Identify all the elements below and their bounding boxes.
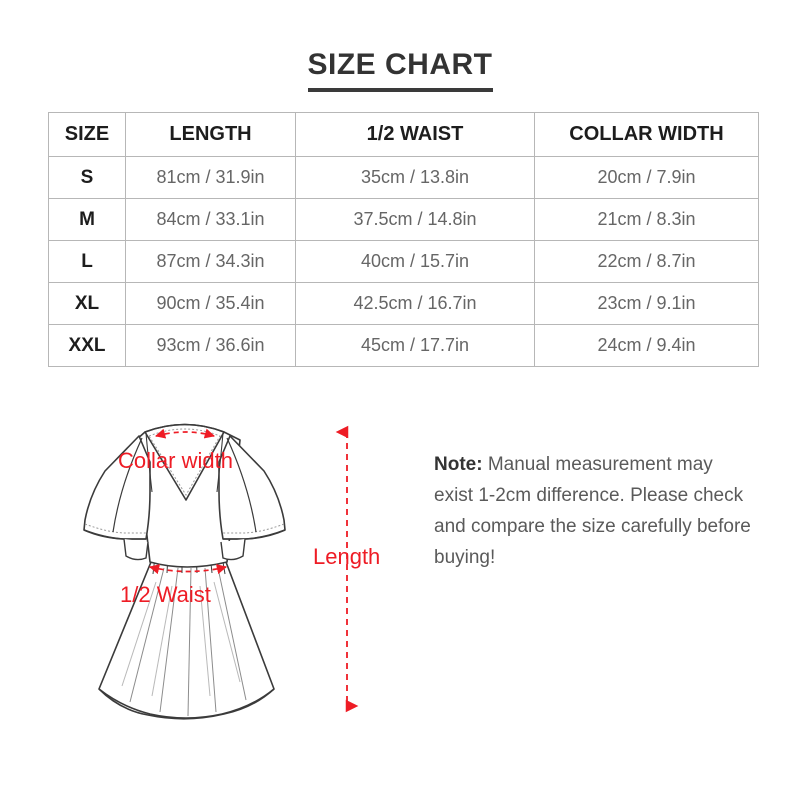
cell-length: 81cm / 31.9in xyxy=(125,156,296,199)
note-block: Note: Manual measurement may exist 1-2cm… xyxy=(434,449,754,573)
cell-length: 93cm / 36.6in xyxy=(125,324,296,367)
cell-size: XXL xyxy=(48,324,126,367)
cell-length: 90cm / 35.4in xyxy=(125,282,296,325)
left-sleeve-cuff xyxy=(123,538,149,561)
cell-size: XL xyxy=(48,282,126,325)
cell-waist: 35cm / 13.8in xyxy=(295,156,535,199)
size-chart-table: SIZE LENGTH 1/2 WAIST COLLAR WIDTH S 81c… xyxy=(48,112,759,367)
column-header-waist: 1/2 WAIST xyxy=(295,112,535,157)
cell-collar: 21cm / 8.3in xyxy=(534,198,759,241)
collar-width-label: Collar width xyxy=(118,448,233,473)
right-shoulder-seam xyxy=(216,432,224,493)
column-header-collar: COLLAR WIDTH xyxy=(534,112,759,157)
table-row: XL 90cm / 35.4in 42.5cm / 16.7in 23cm / … xyxy=(48,282,759,325)
table-row: M 84cm / 33.1in 37.5cm / 14.8in 21cm / 8… xyxy=(48,198,759,241)
left-sleeve-hem-line xyxy=(84,523,146,534)
column-header-size: SIZE xyxy=(48,112,126,157)
length-label: Length xyxy=(313,544,380,569)
cell-collar: 22cm / 8.7in xyxy=(534,240,759,283)
skirt-pleat-shadows xyxy=(121,581,241,697)
cell-waist: 45cm / 17.7in xyxy=(295,324,535,367)
garment-illustration: Collar width 1/2 Waist Length xyxy=(60,396,440,746)
measurement-annotations xyxy=(149,425,359,713)
right-sleeve-hem xyxy=(223,529,286,540)
cell-size: L xyxy=(48,240,126,283)
cell-collar: 24cm / 9.4in xyxy=(534,324,759,367)
right-sleeve-seam xyxy=(226,437,257,533)
cell-waist: 37.5cm / 14.8in xyxy=(295,198,535,241)
cell-waist: 42.5cm / 16.7in xyxy=(295,282,535,325)
garment-drawing xyxy=(83,423,286,720)
cell-length: 87cm / 34.3in xyxy=(125,240,296,283)
skirt-hem xyxy=(98,688,275,720)
column-header-length: LENGTH xyxy=(125,112,296,157)
cell-length: 84cm / 33.1in xyxy=(125,198,296,241)
note-label: Note: xyxy=(434,454,483,475)
table-row: S 81cm / 31.9in 35cm / 13.8in 20cm / 7.9… xyxy=(48,156,759,199)
collar-width-arrow xyxy=(155,428,215,439)
skirt-pleats xyxy=(129,567,247,717)
right-sleeve-hem-line xyxy=(223,523,285,534)
title-block: SIZE CHART xyxy=(0,48,800,92)
cell-size: M xyxy=(48,198,126,241)
left-shoulder-seam xyxy=(145,432,153,493)
cell-waist: 40cm / 15.7in xyxy=(295,240,535,283)
measurement-labels: Collar width 1/2 Waist Length xyxy=(118,448,380,607)
cell-collar: 20cm / 7.9in xyxy=(534,156,759,199)
table-header-row: SIZE LENGTH 1/2 WAIST COLLAR WIDTH xyxy=(48,112,759,157)
table-row: XXL 93cm / 36.6in 45cm / 17.7in 24cm / 9… xyxy=(48,324,759,367)
cell-size: S xyxy=(48,156,126,199)
left-sleeve-seam xyxy=(112,437,143,533)
right-sleeve-cuff xyxy=(220,538,246,561)
table-row: L 87cm / 34.3in 40cm / 15.7in 22cm / 8.7… xyxy=(48,240,759,283)
note-text: Manual measurement may exist 1-2cm diffe… xyxy=(434,454,751,568)
half-waist-arrow xyxy=(149,564,227,575)
cell-collar: 23cm / 9.1in xyxy=(534,282,759,325)
left-sleeve-hem xyxy=(83,529,146,540)
half-waist-label: 1/2 Waist xyxy=(120,582,211,607)
page-title: SIZE CHART xyxy=(307,48,493,92)
